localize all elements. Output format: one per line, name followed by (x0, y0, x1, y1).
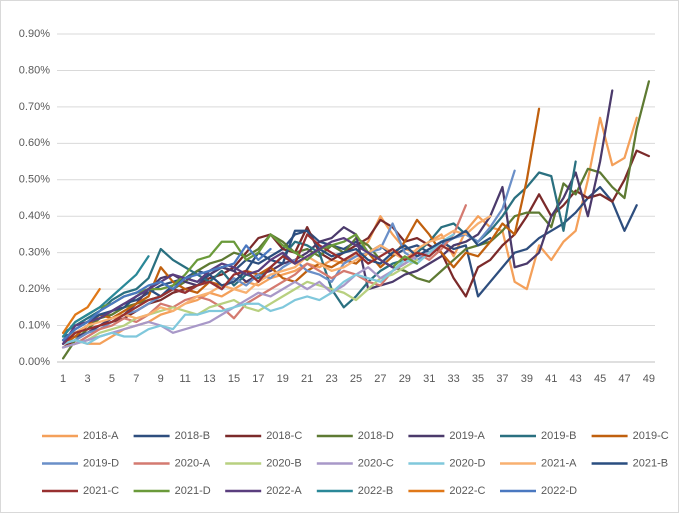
y-tick-label: 0.20% (19, 283, 50, 295)
x-tick-label: 7 (133, 373, 139, 385)
legend-label: 2018-A (83, 430, 119, 442)
legend-label: 2019-B (541, 430, 576, 442)
series-line (61, 233, 455, 345)
x-tick-label: 33 (448, 373, 460, 385)
x-tick-label: 15 (228, 373, 240, 385)
legend-label: 2021-B (633, 457, 668, 469)
x-tick-label: 31 (423, 373, 435, 385)
series-line (61, 160, 577, 334)
x-tick-label: 41 (545, 373, 557, 385)
y-tick-label: 0.80% (19, 64, 50, 76)
legend-label: 2020-A (175, 457, 211, 469)
y-tick-label: 0.00% (19, 356, 50, 368)
legend-label: 2021-A (541, 457, 577, 469)
x-tick-label: 45 (594, 373, 606, 385)
legend-label: 2021-C (83, 485, 119, 497)
series-line (61, 255, 150, 338)
y-tick-label: 0.10% (19, 319, 50, 331)
x-tick-label: 19 (277, 373, 289, 385)
legend-label: 2020-D (449, 457, 485, 469)
x-tick-label: 25 (350, 373, 362, 385)
legend-label: 2018-C (266, 430, 302, 442)
x-tick-label: 39 (521, 373, 533, 385)
y-tick-label: 0.90% (19, 28, 50, 40)
y-tick-label: 0.40% (19, 210, 50, 222)
y-tick-label: 0.60% (19, 137, 50, 149)
series-line (61, 287, 101, 334)
legend-label: 2022-D (541, 485, 577, 497)
y-tick-label: 0.30% (19, 247, 50, 259)
x-tick-label: 29 (399, 373, 411, 385)
x-tick-label: 27 (374, 373, 386, 385)
x-tick-label: 49 (643, 373, 655, 385)
series-line (61, 215, 492, 342)
y-tick-label: 0.70% (19, 101, 50, 113)
x-tick-label: 43 (570, 373, 582, 385)
legend-label: 2022-A (266, 485, 302, 497)
x-tick-label: 9 (158, 373, 164, 385)
x-tick-label: 13 (203, 373, 215, 385)
x-tick-label: 17 (252, 373, 264, 385)
series-line (61, 244, 443, 349)
x-tick-label: 37 (496, 373, 508, 385)
legend-label: 2020-C (358, 457, 394, 469)
legend-label: 2019-C (633, 430, 669, 442)
series-line (61, 107, 541, 345)
x-tick-label: 1 (60, 373, 66, 385)
legend-label: 2018-B (175, 430, 210, 442)
x-tick-label: 35 (472, 373, 484, 385)
x-tick-label: 21 (301, 373, 313, 385)
series-line (61, 244, 272, 342)
y-tick-label: 0.50% (19, 174, 50, 186)
legend-label: 2022-C (449, 485, 485, 497)
legend-label: 2018-D (358, 430, 394, 442)
legend-label: 2019-A (449, 430, 485, 442)
legend-label: 2021-D (175, 485, 211, 497)
legend-label: 2019-D (83, 457, 119, 469)
x-tick-label: 11 (179, 373, 190, 385)
x-tick-label: 5 (109, 373, 115, 385)
x-tick-label: 47 (618, 373, 630, 385)
x-tick-label: 23 (325, 373, 337, 385)
series-line (61, 233, 455, 345)
legend-label: 2020-B (266, 457, 301, 469)
x-tick-label: 3 (84, 373, 90, 385)
legend-label: 2022-B (358, 485, 393, 497)
